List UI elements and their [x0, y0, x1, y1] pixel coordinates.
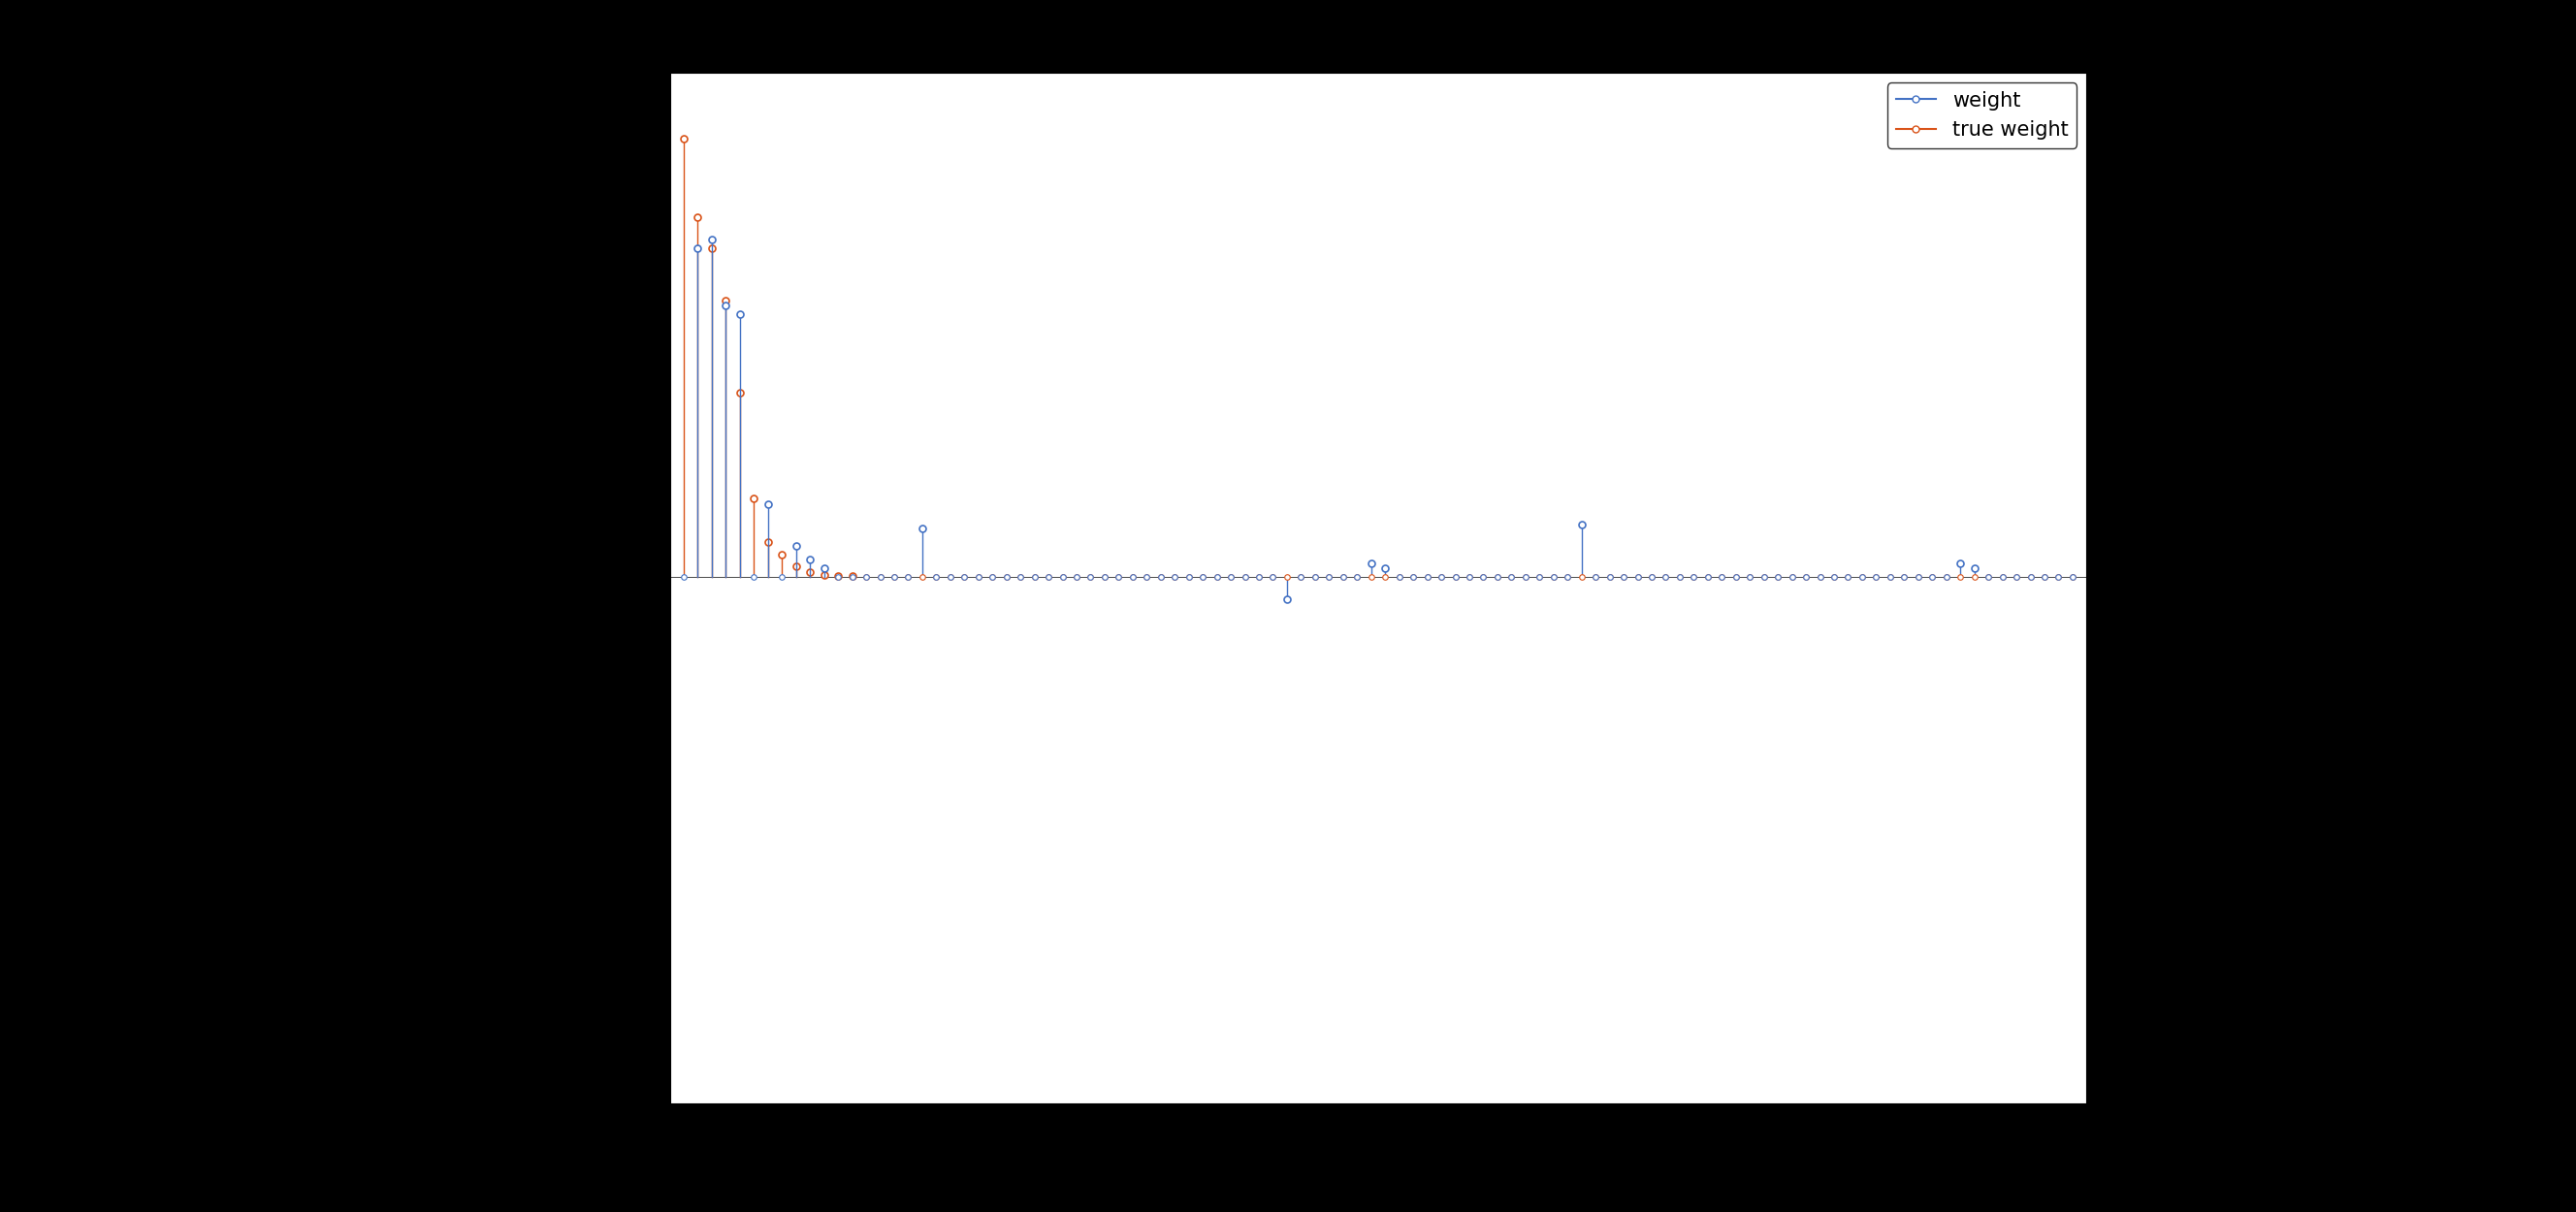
Y-axis label: Weight: Weight	[590, 550, 608, 625]
X-axis label: Modality 2 variables: Modality 2 variables	[1270, 1136, 1486, 1155]
Legend: weight, true weight: weight, true weight	[1888, 82, 2076, 148]
